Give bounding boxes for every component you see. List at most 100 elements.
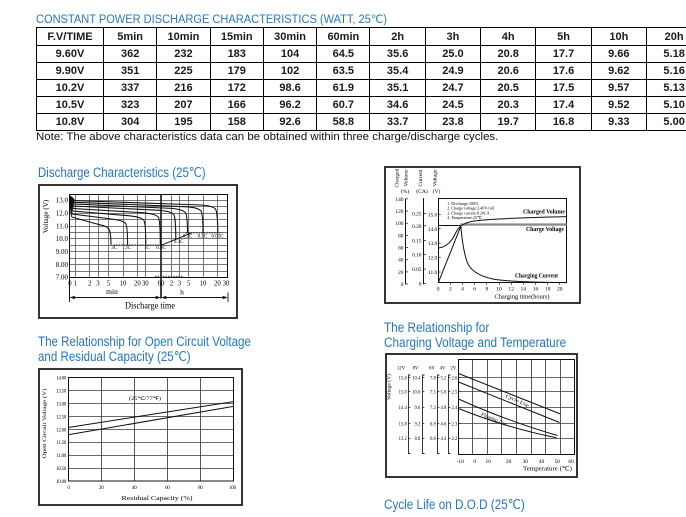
svg-text:2: 2 <box>170 281 174 288</box>
svg-text:6V: 6V <box>429 366 435 371</box>
svg-text:5.0: 5.0 <box>441 391 448 396</box>
svg-text:9.2: 9.2 <box>415 423 422 428</box>
svg-text:2C: 2C <box>125 246 132 251</box>
svg-text:13.0: 13.0 <box>428 241 438 247</box>
svg-text:7.2: 7.2 <box>430 406 437 411</box>
svg-text:14: 14 <box>521 286 527 292</box>
svg-text:15.0: 15.0 <box>399 391 408 396</box>
svg-text:18: 18 <box>545 286 551 292</box>
svg-text:20: 20 <box>557 286 563 292</box>
svg-text:10: 10 <box>486 459 492 465</box>
svg-text:Voltage (V): Voltage (V) <box>42 199 50 233</box>
svg-text:0.25: 0.25 <box>412 212 422 218</box>
svg-text:13.50: 13.50 <box>56 390 67 395</box>
svg-text:Charged: Charged <box>395 168 401 187</box>
svg-text:-10: -10 <box>457 459 464 465</box>
svg-text:2.2: 2.2 <box>452 437 459 442</box>
svg-text:100: 100 <box>395 221 403 227</box>
svg-text:12.0: 12.0 <box>428 256 438 262</box>
svg-text:120: 120 <box>395 209 403 215</box>
svg-text:20: 20 <box>99 486 104 491</box>
svg-text:0.1C: 0.1C <box>198 234 208 239</box>
svg-text:10: 10 <box>120 281 127 288</box>
svg-text:Charging time(hours): Charging time(hours) <box>494 293 549 300</box>
svg-text:60: 60 <box>165 486 170 491</box>
svg-text:6.6: 6.6 <box>430 437 437 442</box>
svg-text:Charge Voltage: Charge Voltage <box>526 226 564 233</box>
svg-text:2.3: 2.3 <box>452 423 459 428</box>
svg-text:13.2: 13.2 <box>399 437 408 442</box>
svg-text:0.6C: 0.6C <box>156 246 166 251</box>
svg-text:1C: 1C <box>144 246 151 251</box>
svg-text:2.4: 2.4 <box>452 406 459 411</box>
svg-text:14.00: 14.00 <box>56 377 67 382</box>
svg-text:12.50: 12.50 <box>56 415 67 420</box>
svg-text:140: 140 <box>395 197 403 203</box>
svg-text:1: 1 <box>74 281 77 288</box>
svg-text:12.00: 12.00 <box>56 428 67 433</box>
svg-text:3: 3 <box>96 281 100 288</box>
svg-text:14.0: 14.0 <box>428 227 438 233</box>
svg-text:0.10: 0.10 <box>412 253 422 259</box>
svg-text:8V: 8V <box>413 366 419 371</box>
svg-text:14.4: 14.4 <box>399 406 408 411</box>
svg-text:Volume: Volume <box>404 169 410 187</box>
svg-text:9.6: 9.6 <box>415 406 422 411</box>
svg-text:3C: 3C <box>111 246 118 251</box>
svg-text:11.50: 11.50 <box>56 441 66 446</box>
svg-text:20: 20 <box>506 459 512 465</box>
svg-text:12: 12 <box>508 286 514 292</box>
svg-text:9.00: 9.00 <box>56 248 69 256</box>
svg-text:7.00: 7.00 <box>56 274 69 282</box>
svg-text:20: 20 <box>398 270 404 276</box>
svg-text:2.5: 2.5 <box>452 391 459 396</box>
svg-text:12.0: 12.0 <box>56 210 69 218</box>
svg-text:40: 40 <box>539 459 545 465</box>
svg-text:0.05: 0.05 <box>412 267 422 273</box>
svg-text:60: 60 <box>398 246 404 252</box>
svg-text:13.00: 13.00 <box>56 403 67 408</box>
svg-text:8.8: 8.8 <box>415 437 422 442</box>
svg-text:10.0: 10.0 <box>56 235 69 243</box>
svg-text:0.3C: 0.3C <box>174 240 184 245</box>
svg-text:0: 0 <box>473 459 476 465</box>
svg-text:2.6: 2.6 <box>452 377 459 382</box>
svg-text:0: 0 <box>419 281 422 287</box>
svg-text:4V: 4V <box>440 366 446 371</box>
svg-text:0: 0 <box>67 486 70 491</box>
svg-text:60: 60 <box>158 281 165 288</box>
svg-text:min: min <box>106 287 118 296</box>
svg-text:Open Circuit Voltage (V): Open Circuit Voltage (V) <box>41 388 48 458</box>
svg-text:10.0: 10.0 <box>412 391 421 396</box>
svg-text:6.9: 6.9 <box>430 423 437 428</box>
svg-text:5: 5 <box>107 281 111 288</box>
svg-text:Voltage: Voltage <box>433 169 439 187</box>
svg-text:4.6: 4.6 <box>441 423 448 428</box>
svg-text:Temperature (℃): Temperature (℃) <box>523 466 572 473</box>
svg-text:Charged Volume: Charged Volume <box>523 209 565 216</box>
svg-text:0: 0 <box>68 281 72 288</box>
svg-text:13.0: 13.0 <box>56 197 69 205</box>
svg-text:11.0: 11.0 <box>56 222 68 230</box>
svg-text:7.5: 7.5 <box>430 391 437 396</box>
svg-text:10.50: 10.50 <box>56 467 67 472</box>
svg-text:Charging Current: Charging Current <box>515 272 559 279</box>
svg-text:40: 40 <box>132 486 137 491</box>
svg-text:4.4: 4.4 <box>441 437 448 442</box>
svg-text:h: h <box>180 288 184 297</box>
svg-text:10: 10 <box>200 281 207 288</box>
svg-text:60: 60 <box>568 459 574 465</box>
svg-text:50: 50 <box>555 459 561 465</box>
svg-text:15.6: 15.6 <box>399 377 408 382</box>
svg-text:15.0: 15.0 <box>428 212 438 218</box>
svg-text:4.8: 4.8 <box>441 406 448 411</box>
svg-text:5.2: 5.2 <box>441 377 448 382</box>
svg-text:30: 30 <box>142 281 149 288</box>
svg-text:7.8: 7.8 <box>430 377 437 382</box>
svg-text:11.00: 11.00 <box>56 454 66 459</box>
svg-text:80: 80 <box>398 233 404 239</box>
svg-text:3: 3 <box>178 281 182 288</box>
svg-text:100: 100 <box>229 486 236 491</box>
svg-text:Discharge time: Discharge time <box>125 302 175 312</box>
svg-text:(V): (V) <box>433 188 441 195</box>
